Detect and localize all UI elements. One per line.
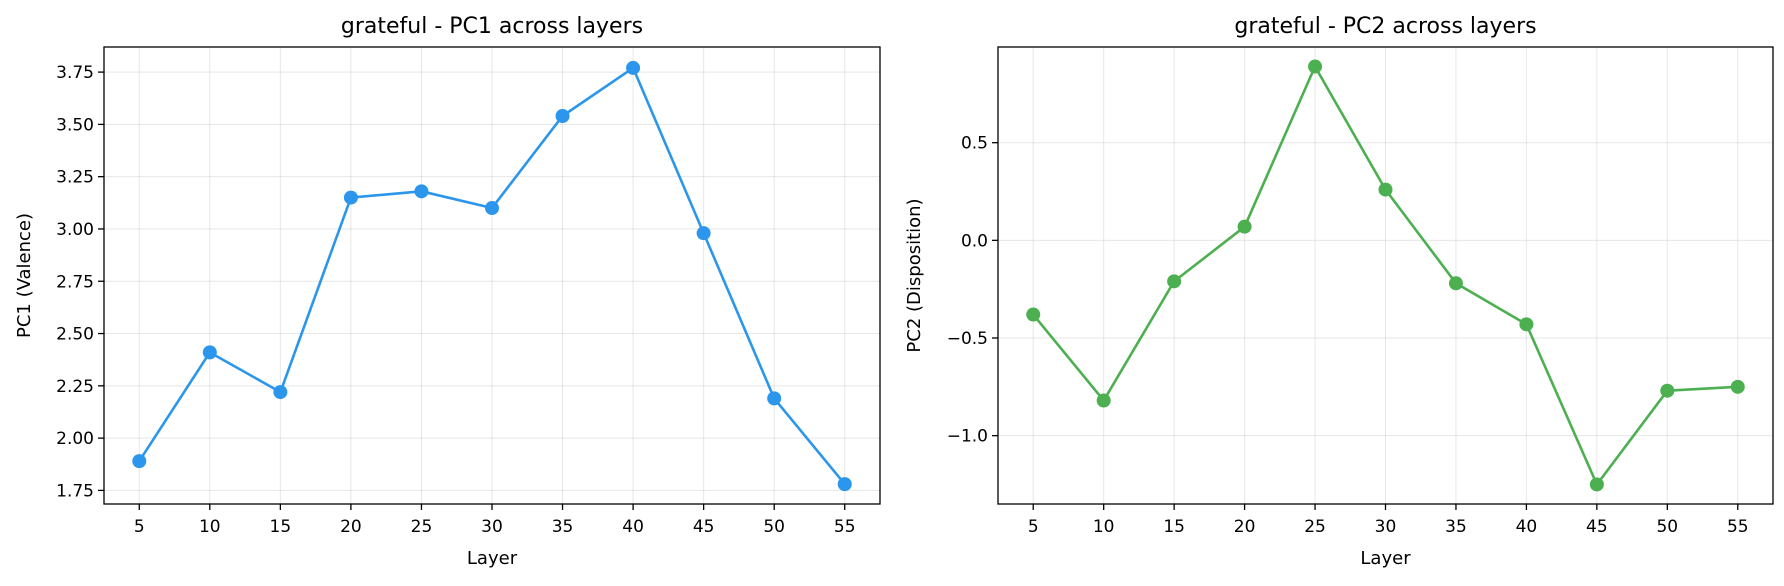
y-tick-label: 3.50 <box>56 115 94 135</box>
x-tick-label: 25 <box>1304 517 1326 537</box>
x-tick-label: 5 <box>134 517 145 537</box>
data-point <box>1096 393 1111 408</box>
x-tick-label: 15 <box>1163 517 1185 537</box>
x-tick-label: 55 <box>1727 517 1749 537</box>
data-point <box>1308 59 1323 74</box>
y-tick-label: 0.5 <box>961 134 988 154</box>
x-tick-label: 20 <box>1234 517 1256 537</box>
data-point <box>555 109 570 124</box>
chart-1: 5 10 15 20 25 30 35 40 45 50 55 1.75 2.00 2.25 2.50 2.7… <box>14 14 881 569</box>
data-point <box>202 345 217 360</box>
y-axis-label: PC1 (Valence) <box>14 213 35 338</box>
data-point <box>626 60 641 75</box>
data-point <box>343 190 358 205</box>
x-tick-label: 5 <box>1028 517 1039 537</box>
x-tick-label: 50 <box>763 517 785 537</box>
data-point <box>1589 477 1604 492</box>
data-point <box>1660 383 1675 398</box>
data-point <box>414 184 429 199</box>
x-tick-label: 55 <box>834 517 856 537</box>
x-tick-label: 30 <box>481 517 503 537</box>
data-point <box>1167 274 1182 289</box>
data-point <box>1448 276 1463 291</box>
x-tick-label: 15 <box>270 517 292 537</box>
x-tick-label: 40 <box>1516 517 1538 537</box>
x-tick-label: 20 <box>340 517 362 537</box>
data-point <box>1730 379 1745 394</box>
y-tick-label: 2.50 <box>56 325 94 345</box>
x-axis-label: Layer <box>467 548 518 569</box>
y-tick-label: −0.5 <box>947 329 988 349</box>
x-tick-label: 45 <box>1586 517 1608 537</box>
data-point <box>273 385 288 400</box>
x-tick-label: 50 <box>1656 517 1678 537</box>
data-point <box>132 454 147 469</box>
y-tick-label: 2.00 <box>56 429 94 449</box>
y-tick-label: 3.00 <box>56 220 94 240</box>
data-point <box>767 391 782 406</box>
x-axis-label: Layer <box>1360 548 1411 569</box>
x-tick-label: 45 <box>693 517 715 537</box>
x-tick-label: 35 <box>1445 517 1467 537</box>
data-point <box>485 201 499 216</box>
x-tick-label: 35 <box>552 517 574 537</box>
data-point <box>1519 317 1534 332</box>
x-tick-label: 30 <box>1375 517 1397 537</box>
y-tick-label: 2.75 <box>56 272 94 292</box>
y-tick-label: 2.25 <box>56 377 94 397</box>
y-tick-label: 3.25 <box>56 168 94 188</box>
chart-2: 5 10 15 20 25 30 35 40 45 50 55 −1.0 −0.5 0.0 0.5 grate… <box>904 14 1774 569</box>
x-tick-label: 10 <box>1093 517 1115 537</box>
data-point <box>1026 307 1041 322</box>
y-tick-label: 1.75 <box>56 481 94 501</box>
data-point <box>696 226 711 241</box>
y-tick-label: −1.0 <box>947 427 988 447</box>
data-point <box>1378 182 1393 197</box>
x-tick-label: 40 <box>622 517 644 537</box>
chart-title: grateful - PC1 across layers <box>341 14 643 39</box>
data-point <box>837 477 852 492</box>
y-axis-label: PC2 (Disposition) <box>904 198 925 352</box>
x-tick-label: 10 <box>199 517 221 537</box>
y-tick-label: 0.0 <box>961 231 988 251</box>
data-point <box>1237 219 1252 234</box>
chart-title: grateful - PC2 across layers <box>1234 14 1536 39</box>
y-tick-label: 3.75 <box>56 63 94 83</box>
x-tick-label: 25 <box>411 517 433 537</box>
